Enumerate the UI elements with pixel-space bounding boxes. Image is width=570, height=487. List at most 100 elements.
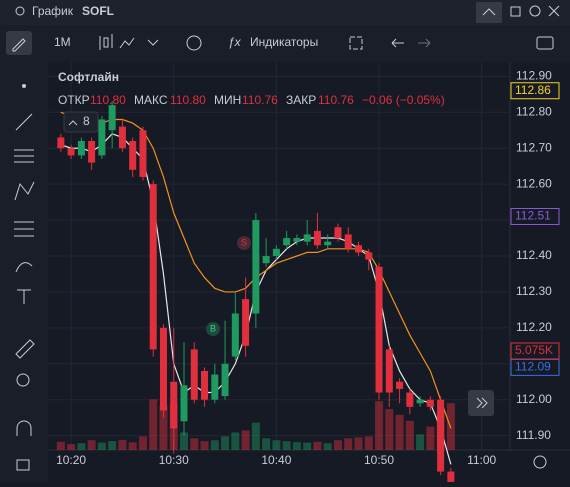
candle-body: [118, 126, 126, 149]
trend-tool[interactable]: [15, 113, 33, 131]
candle-body: [139, 130, 147, 177]
buy-marker[interactable]: [206, 322, 220, 336]
volume-bar: [87, 440, 96, 450]
candle-body: [149, 184, 157, 350]
settings-button[interactable]: [529, 5, 541, 17]
legend-close: 110.76: [318, 93, 354, 107]
x-tick-label: 10:20: [56, 453, 86, 467]
layout-button[interactable]: [349, 36, 363, 50]
y-tick-label: 112.30: [516, 284, 552, 298]
candles-button[interactable]: [99, 34, 113, 50]
left-sidebar: [0, 62, 48, 482]
volume-bar: [200, 441, 209, 450]
volume-bar: [262, 438, 271, 450]
candle-body: [396, 381, 404, 389]
volume-bar: [416, 434, 425, 450]
y-tick-label: 112.60: [516, 176, 552, 190]
candle-body: [283, 238, 291, 246]
volume-bar: [344, 438, 353, 450]
candle-body: [252, 220, 260, 314]
type-dropdown[interactable]: [147, 39, 159, 46]
candle-body: [324, 241, 332, 246]
compare-button[interactable]: [186, 35, 202, 51]
candle-body: [77, 141, 85, 156]
candle-body: [57, 137, 65, 149]
volume-bar: [405, 420, 414, 450]
legend-low-label: МИН: [214, 93, 241, 107]
y-tick-label: 112.00: [516, 392, 552, 406]
volume-bar: [241, 430, 250, 450]
legend-low: 110.76: [242, 93, 278, 107]
candle-body: [313, 230, 321, 246]
collapse-icon: [482, 8, 496, 16]
volume-bar: [446, 403, 455, 450]
projection-tool[interactable]: [14, 221, 34, 237]
volume-bar: [77, 443, 86, 450]
line-button[interactable]: [119, 37, 135, 49]
redo-button[interactable]: [418, 38, 431, 48]
screenshot-button[interactable]: [536, 36, 554, 50]
symbol[interactable]: SOFL: [82, 4, 114, 18]
candle-body: [98, 119, 106, 156]
volume-bar: [426, 426, 435, 450]
candle-body: [303, 234, 311, 242]
close-button[interactable]: [548, 5, 560, 17]
legend-change: −0.06 (−0.05%): [362, 93, 445, 107]
candle-body: [406, 392, 414, 407]
price-tag: [510, 207, 560, 225]
axis-settings[interactable]: [533, 455, 547, 469]
text-tool[interactable]: [17, 289, 31, 304]
zoom-tool[interactable]: [16, 373, 30, 387]
ruler-tool[interactable]: [15, 339, 35, 359]
legend-close-label: ЗАКР: [286, 93, 316, 107]
candle-body: [354, 245, 362, 253]
pattern-tool[interactable]: [14, 181, 35, 201]
legend-open-label: ОТКР: [58, 93, 90, 107]
candle-body: [416, 399, 424, 404]
volume-bar: [108, 441, 117, 450]
search-icon: [15, 6, 25, 16]
buy-label: B: [210, 323, 216, 333]
volume-bar: [323, 443, 332, 450]
volume-bar: [282, 441, 291, 450]
volume-bar: [251, 422, 260, 450]
candle-body: [159, 327, 167, 411]
candle-body: [170, 381, 178, 429]
volume-bar: [221, 436, 230, 450]
indicators[interactable]: Индикаторы: [250, 35, 318, 49]
undo-button[interactable]: [391, 38, 404, 48]
sell-marker[interactable]: [237, 236, 251, 250]
candle-body: [334, 227, 342, 239]
volume-bar: [97, 442, 106, 450]
collapse-button[interactable]: [476, 2, 502, 23]
brush-tool[interactable]: [15, 262, 33, 273]
search-label[interactable]: График: [32, 4, 74, 18]
price-tag-label: 112.51: [515, 209, 551, 223]
plot: [48, 62, 510, 487]
candle-body: [437, 399, 445, 472]
candle-body: [375, 266, 383, 393]
scroll-icon: [476, 397, 488, 409]
lock-tool[interactable]: [16, 459, 30, 471]
volume-bar: [395, 414, 404, 450]
volume-bar: [118, 439, 127, 450]
volume-bar: [231, 432, 240, 450]
volume-bar: [138, 436, 147, 450]
legend-open: 110.80: [90, 93, 126, 107]
price-tag: [510, 342, 560, 360]
fib-tool[interactable]: [14, 149, 34, 163]
cursor-tool[interactable]: [22, 84, 26, 88]
window-button[interactable]: [510, 6, 521, 17]
magnet-tool[interactable]: [16, 420, 32, 436]
indicators-badge[interactable]: [63, 111, 99, 133]
volume-bar: [292, 442, 301, 450]
interval[interactable]: 1M: [54, 35, 71, 49]
badge-chevron: [68, 120, 78, 126]
x-tick-label: 11:00: [467, 453, 496, 467]
sell-label: S: [241, 237, 247, 247]
volume-bar: [190, 438, 199, 450]
y-tick-label: 112.40: [516, 248, 552, 262]
scroll-right-button[interactable]: [468, 390, 494, 416]
price-axis: [510, 62, 570, 450]
